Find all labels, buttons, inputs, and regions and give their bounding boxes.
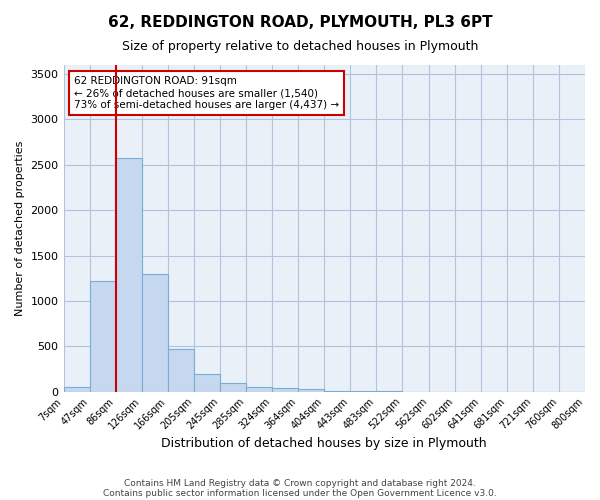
Text: 62 REDDINGTON ROAD: 91sqm
← 26% of detached houses are smaller (1,540)
73% of se: 62 REDDINGTON ROAD: 91sqm ← 26% of detac… [74,76,339,110]
Text: Size of property relative to detached houses in Plymouth: Size of property relative to detached ho… [122,40,478,53]
Bar [142,274,168,392]
Bar [168,349,194,392]
Bar [64,387,89,392]
Bar [194,374,220,392]
Bar [298,390,324,392]
Text: 62, REDDINGTON ROAD, PLYMOUTH, PL3 6PT: 62, REDDINGTON ROAD, PLYMOUTH, PL3 6PT [107,15,493,30]
Bar [272,388,298,392]
Text: Contains HM Land Registry data © Crown copyright and database right 2024.: Contains HM Land Registry data © Crown c… [124,478,476,488]
X-axis label: Distribution of detached houses by size in Plymouth: Distribution of detached houses by size … [161,437,487,450]
Bar [246,387,272,392]
Y-axis label: Number of detached properties: Number of detached properties [15,140,25,316]
Bar [220,382,246,392]
Text: Contains public sector information licensed under the Open Government Licence v3: Contains public sector information licen… [103,488,497,498]
Bar [324,390,350,392]
Bar [116,158,142,392]
Bar [89,281,116,392]
